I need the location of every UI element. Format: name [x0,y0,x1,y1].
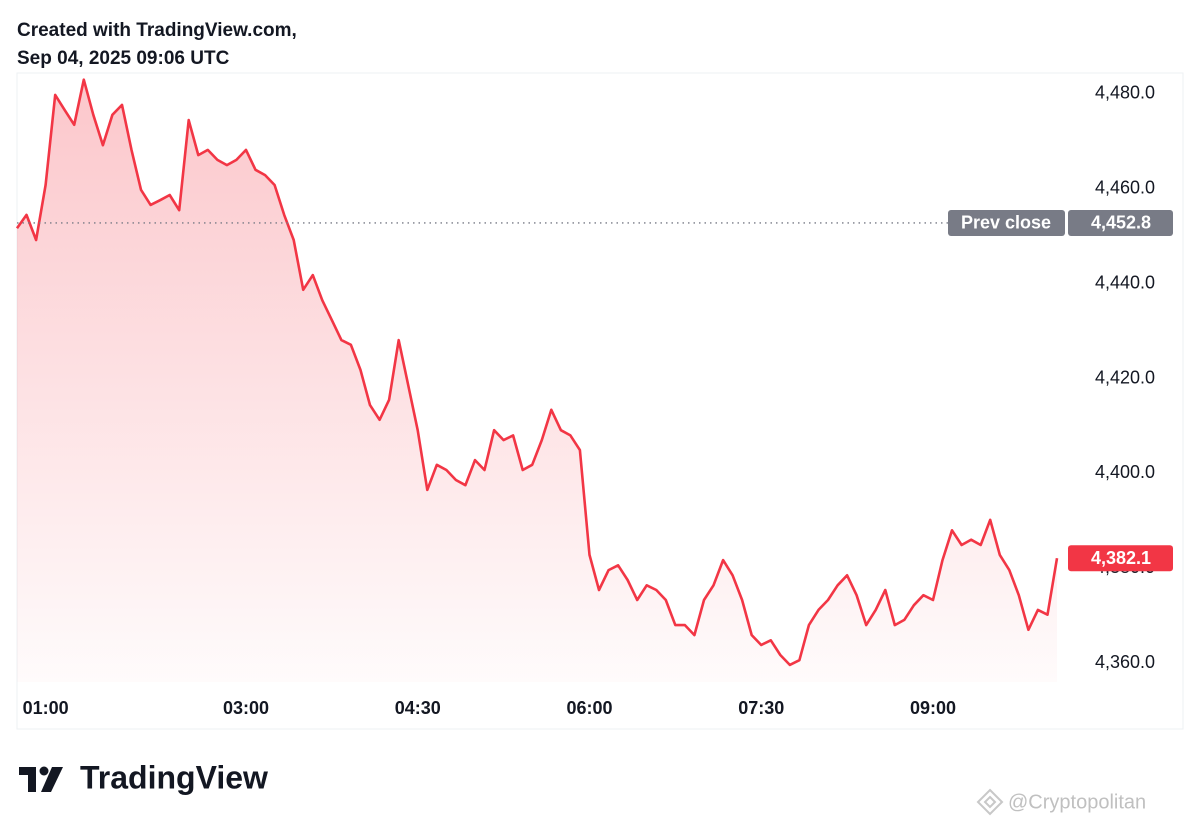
brand-logo [19,766,63,792]
prev-close-badge [948,209,1065,236]
x-tick-label: 06:00 [566,698,612,718]
y-tick-label: 4,420.0 [1095,367,1155,387]
brand-name: TradingView [80,759,268,795]
last-price-badge [1068,545,1173,572]
prev-close-name: Prev close [961,213,1051,233]
last-price-label: 4,382.1 [1091,548,1151,568]
y-tick-label: 4,480.0 [1095,83,1155,103]
y-tick-label: 4,360.0 [1095,652,1155,672]
x-tick-label: 09:00 [910,698,956,718]
header-line1: Created with TradingView.com, [17,20,297,41]
price-area [17,79,1057,682]
y-tick-label: 4,440.0 [1095,272,1155,292]
y-tick-label: 4,460.0 [1095,178,1155,198]
prev-close-price: 4,452.8 [1091,213,1151,233]
price-line [15,78,1059,667]
plot: 4,360.04,380.04,400.04,420.04,440.04,460… [15,78,1173,718]
y-tick-label: 4,400.0 [1095,462,1155,482]
x-tick-label: 01:00 [23,698,69,718]
x-tick-label: 07:30 [738,698,784,718]
prev-close-price-badge [1068,209,1173,236]
watermark: @Cryptopolitan [1008,791,1146,813]
x-tick-label: 03:00 [223,698,269,718]
x-tick-label: 04:30 [395,698,441,718]
watermark-icon [976,788,1004,816]
header-line2: Sep 04, 2025 09:06 UTC [17,48,230,69]
